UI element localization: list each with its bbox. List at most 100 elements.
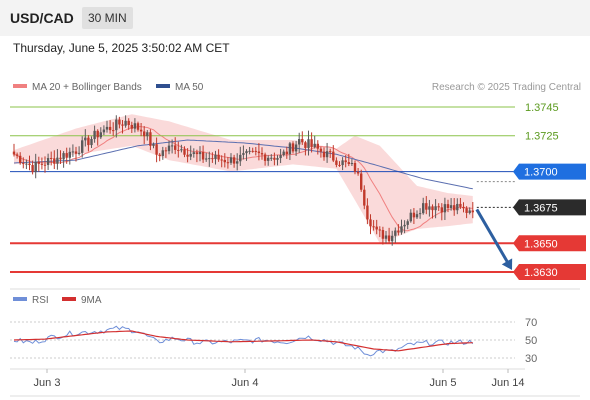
legend-label-ma20: MA 20 + Bollinger Bands — [32, 82, 142, 93]
candle-body — [313, 143, 316, 147]
candle-body — [360, 173, 363, 190]
candle-body — [298, 139, 301, 145]
candle-body — [267, 157, 270, 161]
candle-body — [121, 124, 124, 126]
candle-body — [307, 139, 310, 148]
rsi-tick-50: 50 — [525, 335, 537, 347]
legend-label-rsi: RSI — [32, 295, 49, 306]
legend-swatch-rsi — [13, 297, 27, 301]
candle-body — [341, 160, 344, 166]
candle-body — [310, 139, 313, 147]
bollinger-bands — [14, 114, 473, 244]
candle-body — [394, 230, 397, 236]
candle-body — [279, 155, 282, 159]
x-tick-label: Jun 5 — [430, 377, 457, 389]
candle-body — [46, 158, 50, 165]
candle-body — [214, 154, 217, 160]
level-tag-1.3630 — [513, 264, 586, 280]
candle-body — [155, 144, 158, 155]
candle-body — [12, 151, 16, 155]
candle-body — [384, 235, 388, 239]
candle-body — [403, 224, 406, 227]
candle-body — [50, 158, 53, 160]
candle-body — [201, 151, 205, 160]
candle-body — [208, 158, 211, 160]
rsi-tick-70: 70 — [525, 317, 537, 329]
candle-body — [335, 160, 338, 165]
candle-body — [422, 203, 425, 214]
candle-body — [431, 206, 434, 211]
candle-body — [245, 151, 248, 154]
legend-label-ma50: MA 50 — [175, 82, 204, 93]
candle-body — [19, 155, 22, 164]
legend-swatch-ma20 — [13, 84, 27, 88]
legend-swatch-ma50 — [156, 84, 170, 88]
candlesticks — [12, 115, 474, 246]
candle-body — [229, 157, 233, 163]
candle-body — [322, 151, 326, 158]
x-tick-label: Jun 3 — [34, 377, 61, 389]
candle-body — [319, 148, 323, 152]
level-label-1.3675: 1.3675 — [524, 202, 558, 214]
candle-body — [115, 119, 118, 131]
candle-body — [77, 152, 81, 154]
candle-body — [177, 149, 180, 151]
candle-body — [381, 230, 385, 239]
candle-body — [406, 221, 409, 225]
candle-body — [71, 151, 75, 153]
candle-body — [217, 154, 220, 160]
candle-body — [372, 226, 375, 228]
candle-body — [96, 130, 99, 138]
candle-body — [211, 158, 214, 160]
candle-body — [183, 149, 186, 155]
candle-body — [105, 126, 109, 130]
projection-arrow-head — [501, 258, 513, 270]
candle-body — [276, 158, 279, 160]
candle-body — [260, 153, 264, 155]
candle-body — [65, 153, 68, 158]
candle-body — [443, 204, 447, 213]
level-tag-1.3675 — [513, 199, 586, 216]
candle-body — [304, 142, 307, 148]
candle-body — [456, 203, 459, 211]
candle-body — [428, 206, 431, 210]
candle-body — [418, 213, 422, 215]
candle-body — [226, 162, 230, 164]
candle-body — [239, 154, 242, 162]
candle-body — [43, 164, 47, 166]
candle-body — [248, 150, 251, 152]
candle-body — [130, 124, 133, 129]
x-tick-label: Jun 4 — [232, 377, 259, 389]
candle-body — [353, 163, 357, 172]
level-tag-1.3700 — [513, 163, 586, 180]
candle-body — [186, 154, 189, 157]
level-label-1.3745: 1.3745 — [525, 102, 559, 114]
candle-body — [236, 161, 239, 164]
candle-body — [462, 206, 465, 209]
candle-body — [220, 159, 223, 161]
candle-body — [108, 126, 112, 131]
candle-body — [366, 205, 369, 220]
candle-body — [146, 132, 149, 137]
candle-body — [347, 162, 350, 164]
candle-body — [84, 137, 87, 141]
candle-body — [332, 151, 335, 161]
level-label-1.3630: 1.3630 — [524, 267, 558, 279]
candle-body — [192, 152, 195, 154]
candle-body — [325, 151, 329, 158]
bollinger-band-fill — [14, 114, 473, 244]
candle-body — [56, 157, 59, 164]
candle-body — [161, 150, 164, 156]
candle-body — [440, 207, 443, 213]
candle-body — [164, 150, 168, 152]
timeframe-button[interactable]: 30 MIN — [82, 7, 133, 29]
candle-body — [363, 189, 366, 206]
candle-body — [465, 208, 468, 213]
candle-body — [124, 120, 127, 126]
candle-body — [288, 143, 292, 155]
chart-header: USD/CAD 30 MIN — [0, 0, 590, 36]
candle-body — [412, 212, 416, 218]
candle-body — [102, 129, 106, 133]
legend-swatch-9ma — [62, 297, 76, 301]
